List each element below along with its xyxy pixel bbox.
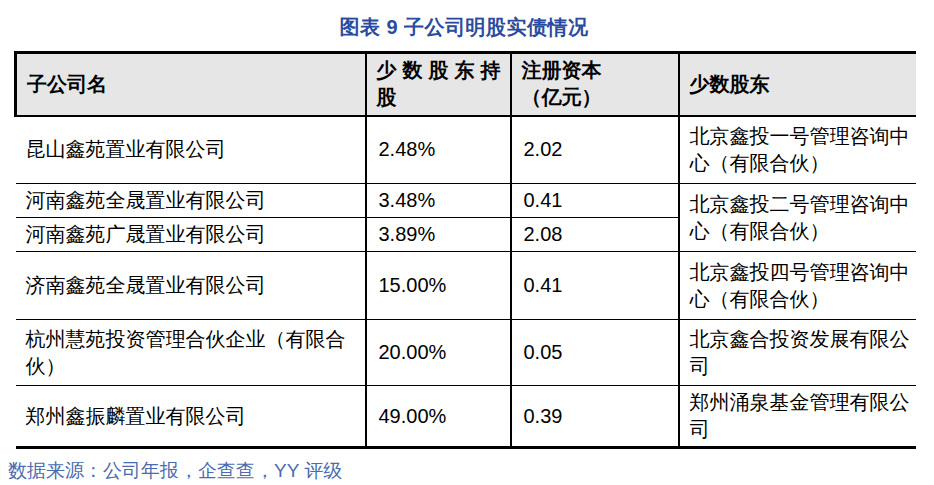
cell-subsidiary-name: 河南鑫苑广晟置业有限公司 [16,218,366,252]
table-row: 济南鑫苑全晟置业有限公司 15.00% 0.41 北京鑫投四号管理咨询中心（有限… [16,252,916,320]
cell-minority-stake: 3.48% [366,184,511,218]
cell-registered-capital: 0.05 [511,320,679,386]
cell-subsidiary-name: 济南鑫苑全晟置业有限公司 [16,252,366,320]
table-row: 郑州鑫振麟置业有限公司 49.00% 0.39 郑州涌泉基金管理有限公司 [16,386,916,448]
cell-subsidiary-name: 杭州慧苑投资管理合伙企业（有限合伙） [16,320,366,386]
cell-minority-shareholder: 北京鑫投四号管理咨询中心（有限合伙） [679,252,916,320]
table-row: 河南鑫苑全晟置业有限公司 3.48% 0.41 北京鑫投二号管理咨询中心（有限合… [16,184,916,218]
cell-minority-shareholder: 北京鑫合投资发展有限公司 [679,320,916,386]
table-title: 图表 9 子公司明股实债情况 [14,14,914,41]
cell-registered-capital: 0.41 [511,252,679,320]
report-page: 图表 9 子公司明股实债情况 子公司名 少数股东持 股 注册资本 （亿元） 少数… [0,0,934,484]
cell-minority-stake: 15.00% [366,252,511,320]
cell-minority-shareholder-merged: 北京鑫投二号管理咨询中心（有限合伙） [679,184,916,252]
col-header-registered-capital: 注册资本 （亿元） [511,53,679,116]
cell-minority-shareholder: 郑州涌泉基金管理有限公司 [679,386,916,448]
cell-subsidiary-name: 河南鑫苑全晟置业有限公司 [16,184,366,218]
cell-subsidiary-name: 郑州鑫振麟置业有限公司 [16,386,366,448]
table-row: 杭州慧苑投资管理合伙企业（有限合伙） 20.00% 0.05 北京鑫合投资发展有… [16,320,916,386]
cell-minority-stake: 2.48% [366,116,511,184]
cell-subsidiary-name: 昆山鑫苑置业有限公司 [16,116,366,184]
col-header-minority-stake: 少数股东持 股 [366,53,511,116]
cell-minority-shareholder: 北京鑫投一号管理咨询中心（有限合伙） [679,116,916,184]
col-header-subsidiary-name: 子公司名 [16,53,366,116]
table-row: 昆山鑫苑置业有限公司 2.48% 2.02 北京鑫投一号管理咨询中心（有限合伙） [16,116,916,184]
cell-minority-stake: 49.00% [366,386,511,448]
cell-registered-capital: 0.39 [511,386,679,448]
subsidiary-equity-table: 子公司名 少数股东持 股 注册资本 （亿元） 少数股东 昆山鑫苑置业有限公司 2… [14,51,916,449]
cell-minority-stake: 3.89% [366,218,511,252]
data-source-note: 数据来源：公司年报，企查查，YY 评级 [8,458,934,484]
cell-registered-capital: 2.08 [511,218,679,252]
cell-registered-capital: 0.41 [511,184,679,218]
cell-minority-stake: 20.00% [366,320,511,386]
col-header-minority-shareholder: 少数股东 [679,53,916,116]
cell-registered-capital: 2.02 [511,116,679,184]
header-row: 子公司名 少数股东持 股 注册资本 （亿元） 少数股东 [16,53,916,116]
